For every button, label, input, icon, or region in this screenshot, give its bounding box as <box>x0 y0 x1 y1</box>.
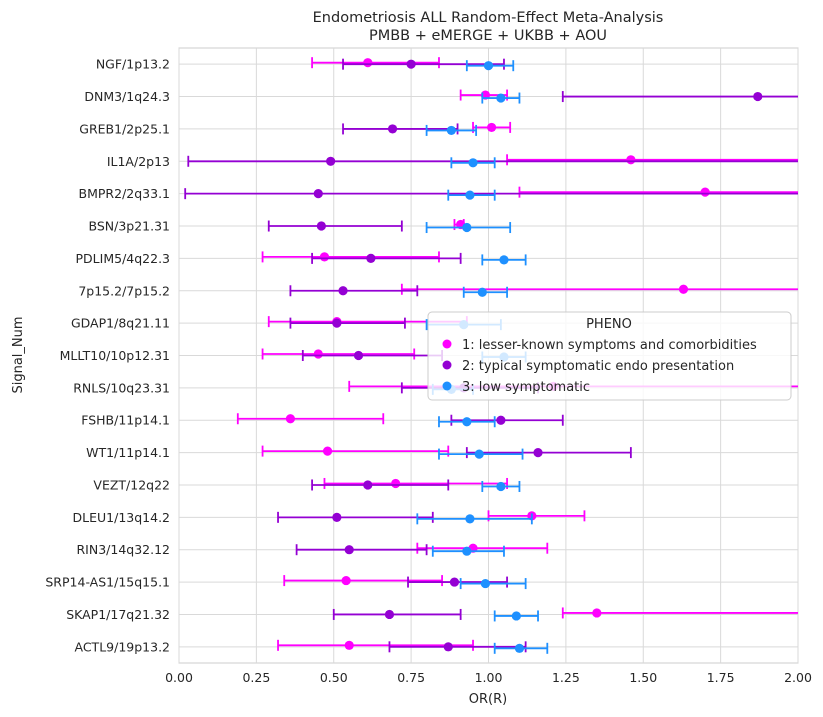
y-tick-label: FSHB/11p14.1 <box>81 413 170 428</box>
or-point <box>626 155 636 165</box>
y-tick-label: MLLT10/10p12.31 <box>60 348 170 363</box>
or-point <box>391 478 401 489</box>
or-point <box>477 287 487 297</box>
or-point <box>449 577 460 587</box>
or-point <box>700 187 710 197</box>
or-point <box>533 448 543 458</box>
legend-label-3: 3: low symptomatic <box>462 380 590 395</box>
y-tick-label: ACTL9/19p13.2 <box>75 639 171 654</box>
or-point <box>316 221 326 231</box>
y-tick-label: GDAP1/8q21.11 <box>71 316 170 331</box>
or-point <box>446 125 456 136</box>
or-point <box>496 93 506 103</box>
or-point <box>353 350 364 361</box>
or-point <box>462 546 472 556</box>
or-point <box>496 481 506 492</box>
or-point <box>462 222 472 233</box>
or-point <box>483 61 494 71</box>
or-point <box>592 608 602 618</box>
x-tick-label: 0.50 <box>320 670 348 685</box>
or-point <box>462 417 472 427</box>
y-tick-label: PDLIM5/4q22.3 <box>76 251 170 266</box>
chart-title: Endometriosis ALL Random-Effect Meta-Ana… <box>313 10 664 26</box>
legend-label-2: 2: typical symptomatic endo presentation <box>462 359 734 374</box>
or-point <box>465 514 475 524</box>
or-point <box>474 449 484 459</box>
y-tick-label: RNLS/10q23.31 <box>73 380 170 395</box>
x-axis-ticks: 0.00 0.25 0.50 0.75 1.00 1.25 1.50 1.75 2.00 <box>165 670 812 685</box>
chart-subtitle: PMBB + eMERGE + UKBB + AOU <box>369 28 607 44</box>
y-tick-label: VEZT/12q22 <box>93 477 170 492</box>
or-point <box>363 58 373 68</box>
or-point <box>753 91 763 102</box>
or-point <box>326 156 336 166</box>
legend-label-1: 1: lesser-known symptoms and comorbiditi… <box>462 338 757 353</box>
or-point <box>678 284 689 294</box>
y-tick-label: SKAP1/17q21.32 <box>66 607 170 622</box>
legend-box <box>427 311 792 401</box>
y-tick-label: SRP14-AS1/15q15.1 <box>45 575 170 590</box>
x-tick-label: 1.00 <box>475 670 503 685</box>
y-axis-ticks: NGF/1p13.2 DNM3/1q24.3 GREB1/2p25.1 IL1A/2p… <box>45 57 170 655</box>
y-tick-label: BMPR2/2q33.1 <box>79 186 170 201</box>
or-point <box>285 414 296 424</box>
y-tick-label: 7p15.2/7p15.2 <box>78 283 170 298</box>
or-point <box>313 189 323 199</box>
or-point <box>363 480 373 490</box>
legend-marker-2 <box>442 360 452 370</box>
y-tick-label: NGF/1p13.2 <box>96 57 170 72</box>
or-point <box>332 512 342 522</box>
legend-title: PHENO <box>586 317 632 332</box>
x-tick-label: 0.25 <box>242 670 270 685</box>
x-axis-label: OR(R) <box>469 692 507 707</box>
or-point <box>496 415 506 425</box>
y-tick-label: RIN3/14q32.12 <box>76 542 170 557</box>
x-tick-label: 1.25 <box>552 670 580 685</box>
or-point <box>319 252 330 262</box>
x-tick-label: 1.50 <box>629 670 657 685</box>
or-point <box>387 124 398 134</box>
or-point <box>406 59 416 69</box>
or-point <box>480 578 491 589</box>
or-point <box>443 642 453 652</box>
or-point <box>366 253 376 263</box>
or-point <box>313 349 323 359</box>
y-tick-label: BSN/3p21.31 <box>88 219 170 234</box>
or-point <box>338 286 348 296</box>
y-tick-label: IL1A/2p13 <box>107 154 170 169</box>
y-axis-label: Signal_Num <box>11 316 26 393</box>
legend-marker-1 <box>442 339 452 349</box>
or-point <box>468 158 478 168</box>
or-point <box>322 446 333 456</box>
x-tick-label: 0.75 <box>397 670 425 685</box>
or-point <box>384 609 395 620</box>
or-point <box>486 122 497 133</box>
or-point <box>465 190 475 200</box>
or-point <box>344 545 354 555</box>
y-tick-label: DNM3/1q24.3 <box>84 89 170 104</box>
legend: PHENO 1: lesser-known symptoms and comor… <box>427 311 792 401</box>
x-tick-label: 2.00 <box>784 670 812 685</box>
legend-marker-3 <box>442 381 452 391</box>
x-tick-label: 0.00 <box>165 670 193 685</box>
or-point <box>514 643 525 653</box>
x-tick-label: 1.75 <box>707 670 735 685</box>
or-point <box>332 318 342 328</box>
y-tick-label: DLEU1/13q14.2 <box>73 510 170 525</box>
y-tick-label: WT1/11p14.1 <box>86 445 170 460</box>
or-point <box>511 611 521 621</box>
y-tick-label: GREB1/2p25.1 <box>79 121 170 136</box>
or-point <box>341 575 351 586</box>
or-point <box>344 640 354 650</box>
or-point <box>499 255 509 265</box>
